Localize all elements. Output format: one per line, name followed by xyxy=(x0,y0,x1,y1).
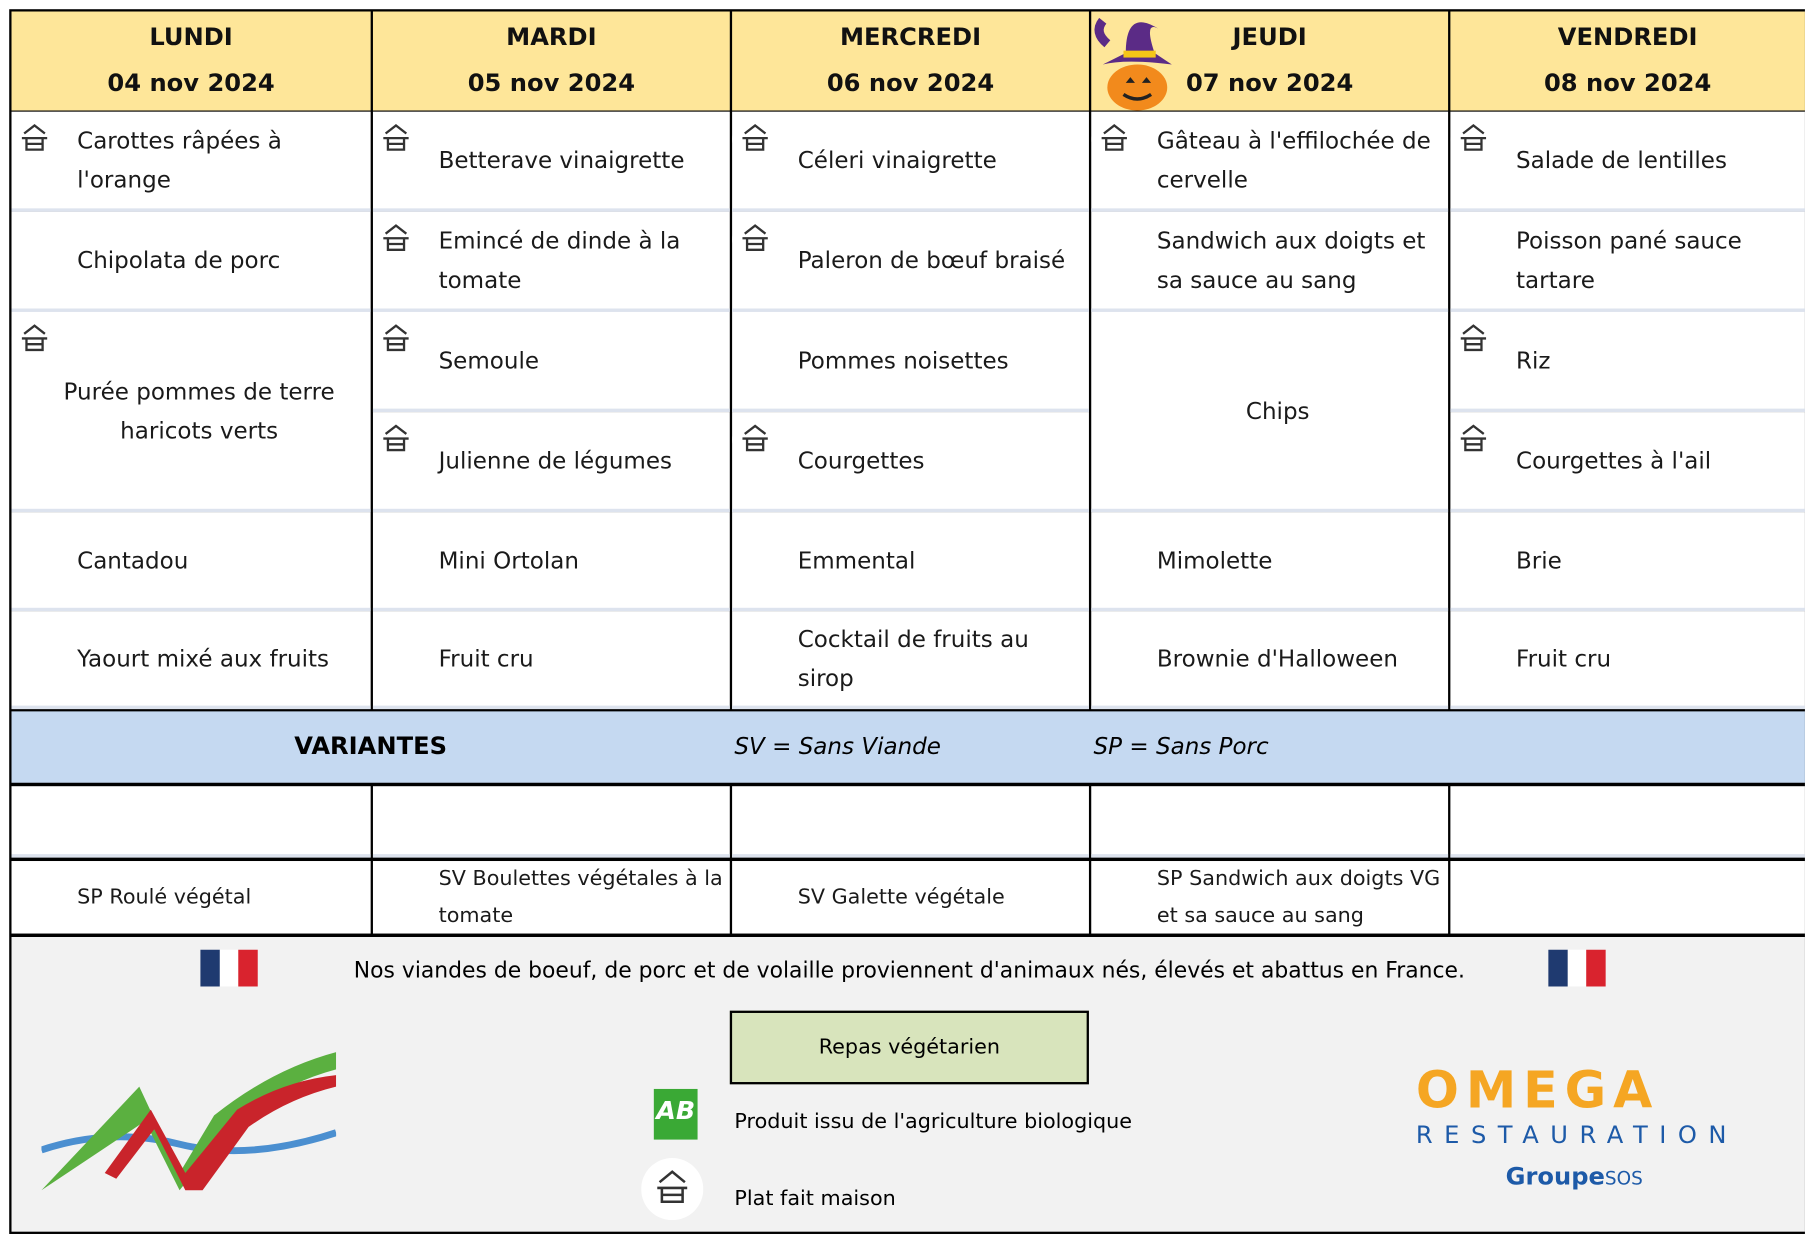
organic-logo: AB xyxy=(653,1088,698,1140)
organic-legend: Produit issu de l'agriculture biologique xyxy=(734,1109,1133,1134)
pumpkin-decoration xyxy=(1094,17,1172,111)
homemade-icon xyxy=(372,216,420,263)
homemade-legend: Plat fait maison xyxy=(734,1186,896,1211)
variant: SV Galette végétale xyxy=(732,861,1089,934)
dish: Emincé de dinde à la tomate xyxy=(372,211,730,312)
variant: SP Sandwich aux doigts VG et sa sauce au… xyxy=(1091,861,1449,934)
homemade-icon xyxy=(1450,316,1497,363)
dish: Purée pommes de terre haricots verts xyxy=(11,311,371,513)
dish: Gâteau à l'effilochée de cervelle xyxy=(1091,111,1449,212)
dish: Yaourt mixé aux fruits xyxy=(11,611,371,710)
day-date: 05 nov 2024 xyxy=(467,69,636,97)
variant-empty xyxy=(1450,786,1805,858)
day-header: VENDREDI 08 nov 2024 xyxy=(1450,11,1805,111)
group-suffix: SOS xyxy=(1604,1167,1643,1190)
homemade-icon xyxy=(372,416,420,463)
group-name: Groupe xyxy=(1505,1162,1605,1191)
brand: OMEGA xyxy=(1415,1061,1660,1121)
dish: Chips xyxy=(1091,311,1449,513)
dish: Courgettes à l'ail xyxy=(1450,412,1805,513)
variants-title: VARIANTES xyxy=(294,732,448,760)
dish: Paleron de bœuf braisé xyxy=(732,211,1089,312)
variant: SP Roulé végétal xyxy=(11,861,371,934)
variant xyxy=(1450,861,1805,934)
dish: Mini Ortolan xyxy=(372,512,730,612)
dish: Julienne de légumes xyxy=(372,412,730,513)
dish: Cocktail de fruits au sirop xyxy=(732,611,1089,710)
homemade-icon xyxy=(1091,116,1138,163)
flag xyxy=(200,949,258,987)
variant: SV Boulettes végétales à la tomate xyxy=(372,861,730,934)
brand-sub: RESTAURATION xyxy=(1415,1121,1738,1149)
homemade-icon xyxy=(732,216,779,263)
dish: Courgettes xyxy=(732,412,1089,513)
variant-empty xyxy=(11,786,371,858)
homemade-icon xyxy=(732,416,779,463)
variants-bar: VARIANTES SV = Sans Viande SP = Sans Por… xyxy=(11,711,1805,783)
homemade-icon xyxy=(11,116,58,163)
day-date: 06 nov 2024 xyxy=(826,69,995,97)
day-name: LUNDI xyxy=(149,23,233,51)
homemade-icon xyxy=(372,116,420,163)
day-header: MERCREDI 06 nov 2024 xyxy=(732,11,1089,111)
sv-legend: SV = Sans Viande xyxy=(734,732,941,760)
dish: Céleri vinaigrette xyxy=(732,111,1089,212)
day-name: MERCREDI xyxy=(839,23,982,51)
variant-empty xyxy=(1091,786,1449,858)
dish: Salade de lentilles xyxy=(1450,111,1805,212)
day-date: 07 nov 2024 xyxy=(1185,69,1354,97)
footer: Nos viandes de boeuf, de porc et de vola… xyxy=(11,936,1805,1232)
dish: Fruit cru xyxy=(1450,611,1805,710)
dish: Emmental xyxy=(732,512,1089,612)
dish: Cantadou xyxy=(11,512,371,612)
homemade-icon xyxy=(732,116,779,163)
dish: Riz xyxy=(1450,311,1805,413)
dish: Poisson pané sauce tartare xyxy=(1450,211,1805,312)
dish: Brownie d'Halloween xyxy=(1091,611,1449,710)
day-name: MARDI xyxy=(506,23,597,51)
homemade-icon xyxy=(641,1158,704,1221)
day-name: VENDREDI xyxy=(1557,23,1698,51)
homemade-icon xyxy=(11,316,58,363)
dish: Semoule xyxy=(372,311,730,413)
flag xyxy=(1548,949,1606,987)
vegetarian-legend: Repas végétarien xyxy=(729,1010,1089,1085)
variant-empty xyxy=(732,786,1089,858)
homemade-icon xyxy=(1450,416,1497,463)
dish: Pommes noisettes xyxy=(732,311,1089,413)
dish: Sandwich aux doigts et sa sauce au sang xyxy=(1091,211,1449,312)
day-date: 08 nov 2024 xyxy=(1543,69,1712,97)
dish: Betterave vinaigrette xyxy=(372,111,730,212)
day-date: 04 nov 2024 xyxy=(107,69,275,97)
city-logo xyxy=(41,1052,337,1191)
variant-empty xyxy=(372,786,730,858)
group-logo: GroupeSOS xyxy=(1506,1163,1643,1191)
dish: Brie xyxy=(1450,512,1805,612)
homemade-icon xyxy=(1450,116,1497,163)
dish: Chipolata de porc xyxy=(11,211,371,312)
dish: Mimolette xyxy=(1091,512,1449,612)
dish: Carottes râpées à l'orange xyxy=(11,111,371,212)
day-header: LUNDI 04 nov 2024 xyxy=(11,11,371,111)
dish: Fruit cru xyxy=(372,611,730,710)
day-name: JEUDI xyxy=(1232,23,1307,51)
origin-note: Nos viandes de boeuf, de porc et de vola… xyxy=(353,957,1465,984)
day-header: MARDI 05 nov 2024 xyxy=(372,11,730,111)
homemade-icon xyxy=(372,316,420,363)
sp-legend: SP = Sans Porc xyxy=(1093,732,1269,760)
